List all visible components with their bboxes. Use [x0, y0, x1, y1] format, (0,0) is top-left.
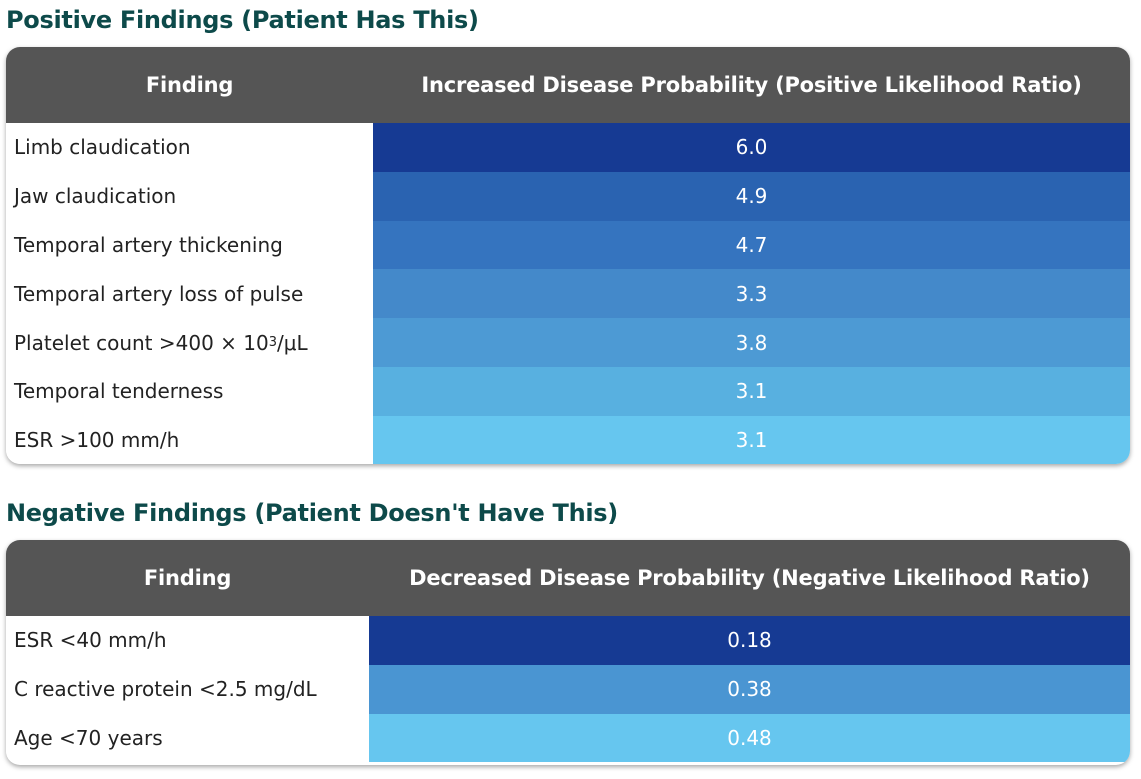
table-row: Jaw claudication 4.9: [6, 171, 1130, 221]
table-row: Platelet count >400 × 10 3/μL 3.8: [6, 318, 1130, 367]
likelihood-ratio-cell: 0.48: [369, 713, 1130, 763]
table-row: ESR >100 mm/h 3.1: [6, 415, 1130, 464]
finding-cell: Temporal artery thickening: [6, 220, 373, 270]
table-row: C reactive protein <2.5 mg/dL 0.38: [6, 664, 1130, 714]
likelihood-ratio-cell: 3.3: [373, 269, 1130, 319]
column-header-finding: Finding: [143, 566, 232, 590]
finding-cell: C reactive protein <2.5 mg/dL: [6, 664, 369, 714]
table-row: Temporal artery loss of pulse 3.3: [6, 269, 1130, 319]
finding-cell: Limb claudication: [6, 123, 373, 172]
finding-cell: Temporal tenderness: [6, 366, 373, 416]
finding-cell: ESR <40 mm/h: [6, 616, 369, 665]
likelihood-ratio-cell: 4.7: [373, 220, 1130, 270]
likelihood-ratio-cell: 0.38: [369, 664, 1130, 714]
likelihood-ratio-cell: 6.0: [373, 123, 1130, 172]
finding-cell: Platelet count >400 × 10 3/μL: [6, 318, 373, 367]
table-row: Age <70 years 0.48: [6, 713, 1130, 763]
finding-cell: Age <70 years: [6, 713, 369, 763]
column-header-positive-lr: Increased Disease Probability (Positive …: [421, 73, 1082, 97]
column-header-negative-lr: Decreased Disease Probability (Negative …: [409, 566, 1090, 590]
finding-text: Platelet count >400 × 10: [14, 330, 269, 355]
table-row: Limb claudication 6.0: [6, 123, 1130, 172]
positive-findings-title: Positive Findings (Patient Has This): [6, 6, 479, 34]
column-header-finding: Finding: [145, 73, 234, 97]
likelihood-ratio-cell: 3.1: [373, 366, 1130, 416]
likelihood-ratio-cell: 4.9: [373, 171, 1130, 221]
finding-cell: Jaw claudication: [6, 171, 373, 221]
finding-cell: ESR >100 mm/h: [6, 415, 373, 464]
finding-unit: /μL: [277, 330, 308, 355]
finding-superscript: 3: [268, 335, 277, 351]
likelihood-ratio-cell: 0.18: [369, 616, 1130, 665]
likelihood-ratio-cell: 3.8: [373, 318, 1130, 367]
table-header: Finding Decreased Disease Probability (N…: [6, 540, 1130, 616]
negative-findings-table: Finding Decreased Disease Probability (N…: [6, 540, 1130, 765]
table-row: ESR <40 mm/h 0.18: [6, 616, 1130, 665]
table-header: Finding Increased Disease Probability (P…: [6, 47, 1130, 123]
table-row: Temporal artery thickening 4.7: [6, 220, 1130, 270]
table-row: Temporal tenderness 3.1: [6, 366, 1130, 416]
finding-cell: Temporal artery loss of pulse: [6, 269, 373, 319]
positive-findings-table: Finding Increased Disease Probability (P…: [6, 47, 1130, 464]
negative-findings-title: Negative Findings (Patient Doesn't Have …: [6, 499, 618, 527]
likelihood-ratio-cell: 3.1: [373, 415, 1130, 464]
